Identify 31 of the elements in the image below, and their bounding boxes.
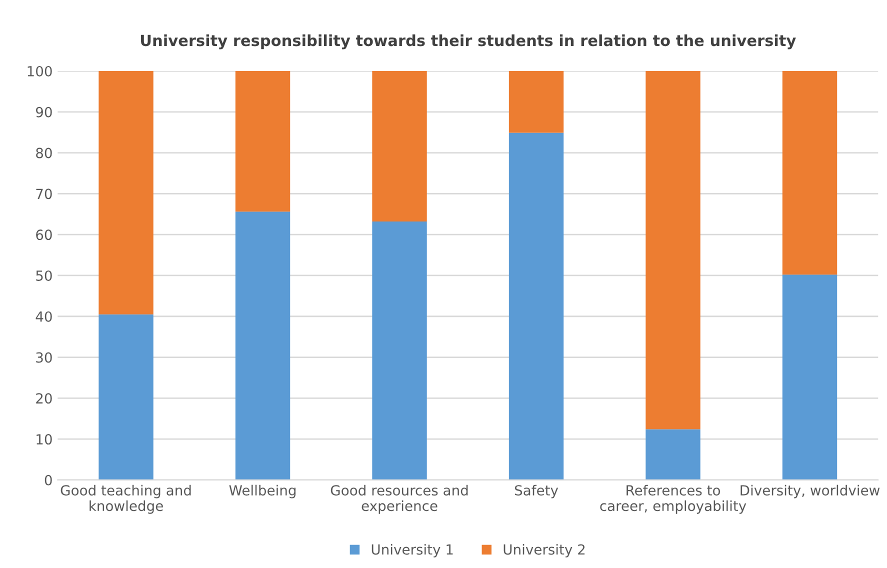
- bar: [508, 132, 564, 480]
- chart-title: University responsibility towards their students in relation to the university: [141, 34, 796, 50]
- x-tick-label: Wellbeing: [229, 484, 296, 498]
- y-tick-label: 100: [28, 66, 52, 76]
- y-tick-label: 30: [36, 352, 52, 363]
- x-tick-label: Diversity, worldview: [740, 484, 880, 498]
- bar: [235, 71, 290, 212]
- y-tick-label: 70: [36, 188, 52, 200]
- y-tick-label: 0: [44, 474, 52, 486]
- y-tick-label: 20: [36, 393, 52, 404]
- y-tick-label: 60: [36, 230, 52, 240]
- bar: [782, 274, 838, 480]
- y-tick-label: 10: [36, 434, 52, 445]
- y-tick-label: 90: [36, 106, 52, 118]
- legend-label: University 1: [372, 544, 453, 558]
- bar: [646, 429, 700, 480]
- x-tick-label: Good resources and experience: [330, 484, 468, 514]
- bar: [782, 71, 838, 275]
- bar: [98, 314, 154, 480]
- x-tick-label: Safety: [514, 484, 558, 498]
- bar: [646, 71, 700, 430]
- x-tick-label: Good teaching and knowledge: [60, 484, 191, 514]
- y-tick-label: 80: [36, 148, 52, 158]
- y-tick-label: 40: [36, 311, 52, 322]
- bar: [508, 71, 564, 133]
- legend-label: University 2: [504, 544, 585, 558]
- bar: [372, 221, 427, 480]
- bar: [235, 212, 290, 480]
- bar: [98, 71, 154, 314]
- bar: [372, 71, 427, 222]
- y-tick-label: 50: [36, 270, 52, 281]
